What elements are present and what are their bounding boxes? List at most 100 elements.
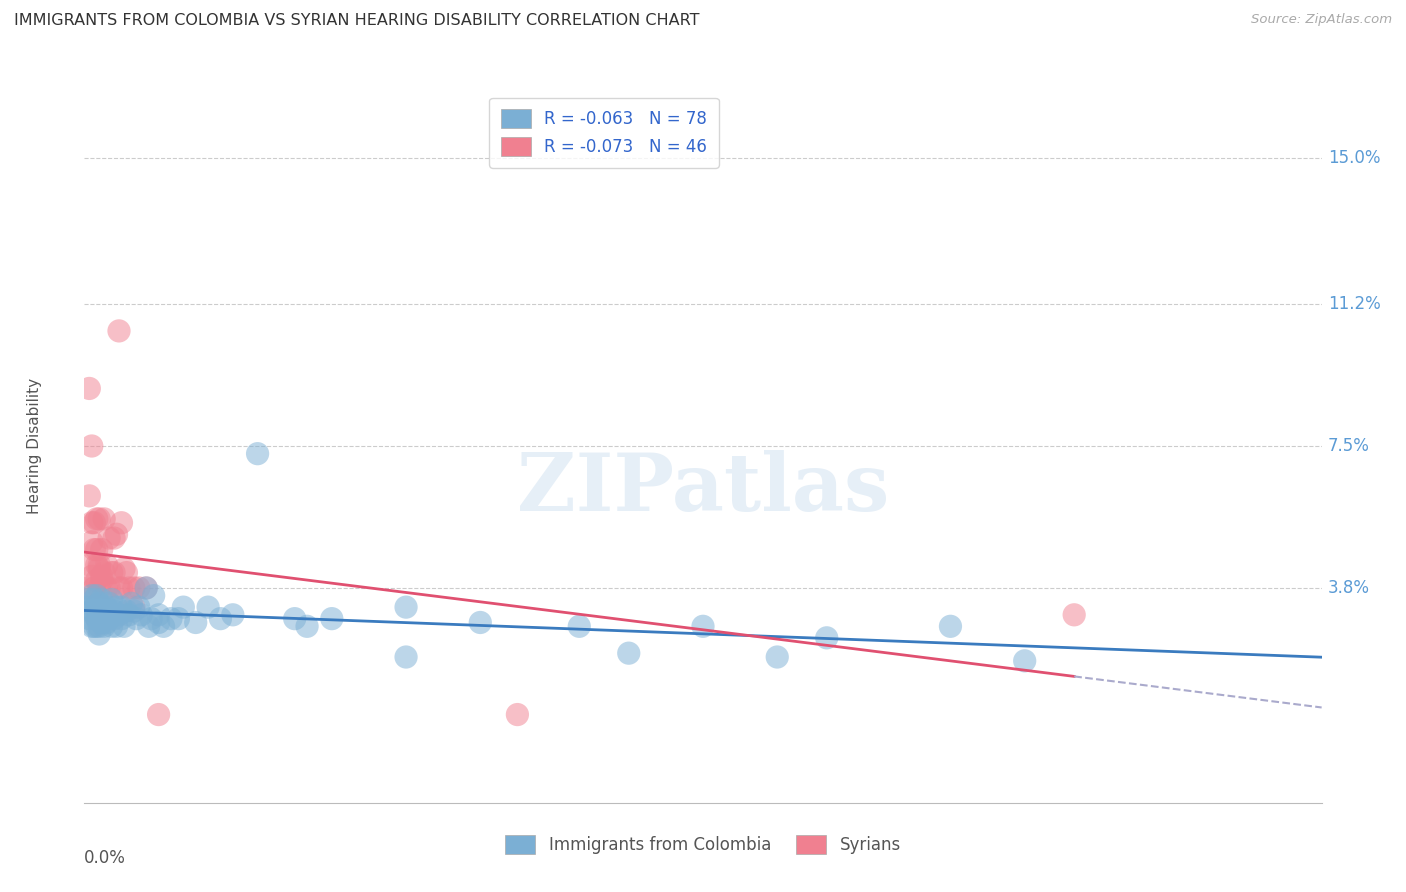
- Point: [83, 542, 105, 557]
- Point: [90, 600, 112, 615]
- Point: [395, 600, 418, 615]
- Point: [138, 619, 160, 633]
- Point: [122, 604, 145, 618]
- Point: [83, 619, 105, 633]
- Point: [100, 592, 122, 607]
- Point: [79, 381, 101, 395]
- Point: [148, 707, 170, 722]
- Point: [96, 558, 118, 572]
- Point: [80, 619, 103, 633]
- Point: [80, 516, 103, 530]
- Point: [86, 558, 108, 572]
- Point: [395, 650, 418, 665]
- Point: [129, 607, 152, 622]
- Point: [246, 447, 269, 461]
- Point: [83, 516, 105, 530]
- Point: [103, 566, 125, 580]
- Point: [110, 612, 132, 626]
- Point: [1014, 654, 1036, 668]
- Point: [90, 542, 112, 557]
- Point: [108, 324, 131, 338]
- Point: [93, 612, 115, 626]
- Text: 15.0%: 15.0%: [1327, 149, 1381, 168]
- Point: [89, 562, 111, 576]
- Point: [135, 581, 157, 595]
- Point: [108, 607, 131, 622]
- Point: [89, 627, 111, 641]
- Point: [115, 604, 138, 618]
- Text: 3.8%: 3.8%: [1327, 579, 1369, 597]
- Point: [197, 600, 219, 615]
- Point: [86, 589, 108, 603]
- Point: [692, 619, 714, 633]
- Point: [83, 607, 105, 622]
- Point: [122, 600, 145, 615]
- Point: [100, 619, 122, 633]
- Point: [79, 558, 101, 572]
- Point: [209, 612, 232, 626]
- Point: [112, 619, 135, 633]
- Point: [86, 542, 108, 557]
- Point: [110, 516, 132, 530]
- Point: [93, 604, 115, 618]
- Point: [148, 615, 170, 630]
- Point: [939, 619, 962, 633]
- Point: [470, 615, 492, 630]
- Point: [110, 600, 132, 615]
- Point: [90, 615, 112, 630]
- Point: [96, 581, 118, 595]
- Text: 0.0%: 0.0%: [84, 849, 127, 867]
- Point: [122, 581, 145, 595]
- Point: [79, 489, 101, 503]
- Point: [89, 596, 111, 610]
- Point: [98, 581, 121, 595]
- Point: [93, 512, 115, 526]
- Point: [98, 531, 121, 545]
- Point: [80, 535, 103, 549]
- Point: [83, 581, 105, 595]
- Point: [80, 589, 103, 603]
- Point: [1063, 607, 1085, 622]
- Point: [141, 612, 163, 626]
- Point: [76, 581, 98, 595]
- Point: [80, 439, 103, 453]
- Point: [79, 612, 101, 626]
- Point: [172, 600, 194, 615]
- Point: [222, 607, 245, 622]
- Point: [108, 581, 131, 595]
- Point: [295, 619, 318, 633]
- Point: [93, 566, 115, 580]
- Point: [100, 607, 122, 622]
- Point: [128, 581, 150, 595]
- Point: [766, 650, 789, 665]
- Legend: Immigrants from Colombia, Syrians: Immigrants from Colombia, Syrians: [494, 823, 912, 866]
- Point: [86, 574, 108, 588]
- Point: [506, 707, 529, 722]
- Point: [98, 604, 121, 618]
- Point: [98, 612, 121, 626]
- Point: [83, 592, 105, 607]
- Point: [125, 612, 148, 626]
- Point: [98, 596, 121, 610]
- Point: [86, 619, 108, 633]
- Point: [89, 604, 111, 618]
- Point: [120, 596, 142, 610]
- Point: [83, 600, 105, 615]
- Point: [86, 600, 108, 615]
- Point: [90, 592, 112, 607]
- Point: [568, 619, 591, 633]
- Point: [96, 615, 118, 630]
- Point: [89, 581, 111, 595]
- Point: [142, 589, 165, 603]
- Point: [112, 562, 135, 576]
- Point: [321, 612, 343, 626]
- Text: 11.2%: 11.2%: [1327, 295, 1381, 313]
- Point: [89, 558, 111, 572]
- Point: [93, 619, 115, 633]
- Point: [90, 607, 112, 622]
- Point: [103, 612, 125, 626]
- Point: [100, 566, 122, 580]
- Point: [118, 581, 141, 595]
- Point: [617, 646, 640, 660]
- Point: [89, 619, 111, 633]
